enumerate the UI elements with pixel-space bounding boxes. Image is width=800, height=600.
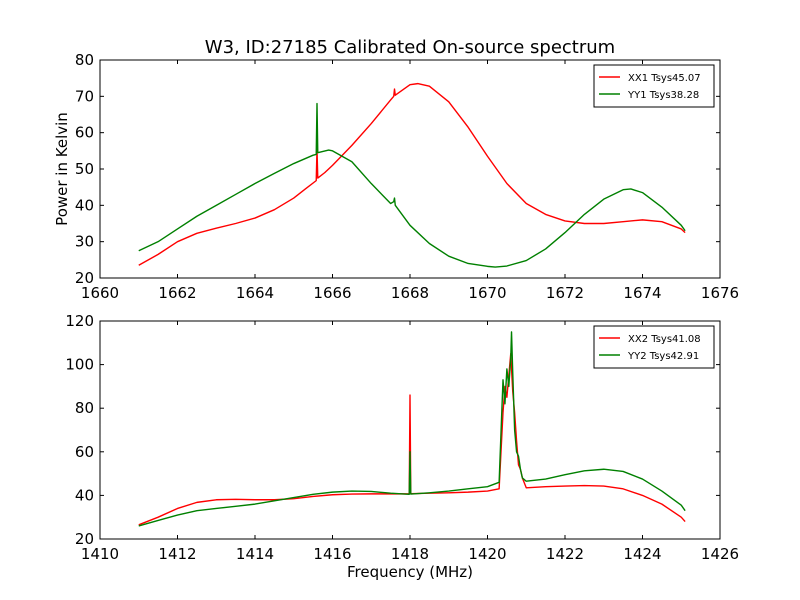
chart-1-xtick-label-0: 1660 xyxy=(81,284,119,302)
chart-1-ytick-label-0: 20 xyxy=(75,269,94,287)
chart-1-legend-label-2: YY1 Tsys38.28 xyxy=(627,90,699,101)
chart-1-series-1-line xyxy=(138,82,686,266)
chart-2: 1410 1412 1414 1416 1418 1420 1422 1424 1426 20 40… xyxy=(65,312,739,581)
chart-1-legend-label-1: XX1 Tsys45.07 xyxy=(628,73,701,84)
chart-2-xtick-label-6: 1422 xyxy=(546,545,584,563)
chart-1-xtick-label-7: 1674 xyxy=(623,284,661,302)
chart-2-legend-box xyxy=(593,325,715,369)
chart-1-series-2-line xyxy=(138,102,686,268)
chart-2-xtick-label-3: 1416 xyxy=(313,545,351,563)
chart-1-xtick-label-3: 1666 xyxy=(313,284,351,302)
chart-1-xtick-label-5: 1670 xyxy=(468,284,506,302)
chart-1-ytick-label-4: 60 xyxy=(75,124,94,142)
chart-2-ytick-label-3: 80 xyxy=(75,399,94,417)
chart-1-ytick-label-6: 80 xyxy=(75,51,94,69)
chart-2-xtick-label-7: 1424 xyxy=(623,545,661,563)
chart-1-xtick-label-8: 1676 xyxy=(701,284,739,302)
chart-1-ytick-label-3: 50 xyxy=(75,160,94,178)
chart-1-ytick-label-1: 30 xyxy=(75,233,94,251)
chart-1-legend-box xyxy=(593,64,715,108)
chart-2-series-2-line xyxy=(138,331,686,527)
chart-1-xtick-label-4: 1668 xyxy=(391,284,429,302)
chart-2-xtick-label-0: 1410 xyxy=(81,545,119,563)
chart-1-xtick-label-2: 1664 xyxy=(236,284,274,302)
chart-2-xtick-label-4: 1418 xyxy=(391,545,429,563)
chart-2-ytick-label-5: 120 xyxy=(65,312,94,330)
chart-1-legend: XX1 Tsys45.07 YY1 Tsys38.28 xyxy=(593,64,715,108)
chart-2-ytick-label-1: 40 xyxy=(75,486,94,504)
chart-2-ytick-label-0: 20 xyxy=(75,530,94,548)
chart-2-ytick-label-2: 60 xyxy=(75,443,94,461)
chart-2-legend: XX2 Tsys41.08 YY2 Tsys42.91 xyxy=(593,325,715,369)
chart-1-ytick-label-5: 70 xyxy=(75,87,94,105)
chart-1: 1660 1662 1664 1666 1668 1670 1672 1674 1676 20 30… xyxy=(53,37,739,302)
chart-2-xtick-label-5: 1420 xyxy=(468,545,506,563)
chart-2-series-1-line xyxy=(138,353,686,526)
chart-1-xtick-label-1: 1662 xyxy=(158,284,196,302)
chart-1-ytick-label-2: 40 xyxy=(75,196,94,214)
chart-1-xtick-label-6: 1672 xyxy=(546,284,584,302)
chart-1-ylabel: Power in Kelvin xyxy=(53,112,71,226)
chart-2-legend-label-2: YY2 Tsys42.91 xyxy=(627,351,699,362)
chart-2-xlabel: Frequency (MHz) xyxy=(347,563,473,581)
chart-2-xtick-label-1: 1412 xyxy=(158,545,196,563)
chart-2-legend-label-1: XX2 Tsys41.08 xyxy=(628,334,701,345)
chart-2-ytick-label-4: 100 xyxy=(65,356,94,374)
chart-2-xtick-label-2: 1414 xyxy=(236,545,274,563)
chart-2-xtick-label-8: 1426 xyxy=(701,545,739,563)
chart-1-title: W3, ID:27185 Calibrated On-source spectr… xyxy=(205,37,615,58)
